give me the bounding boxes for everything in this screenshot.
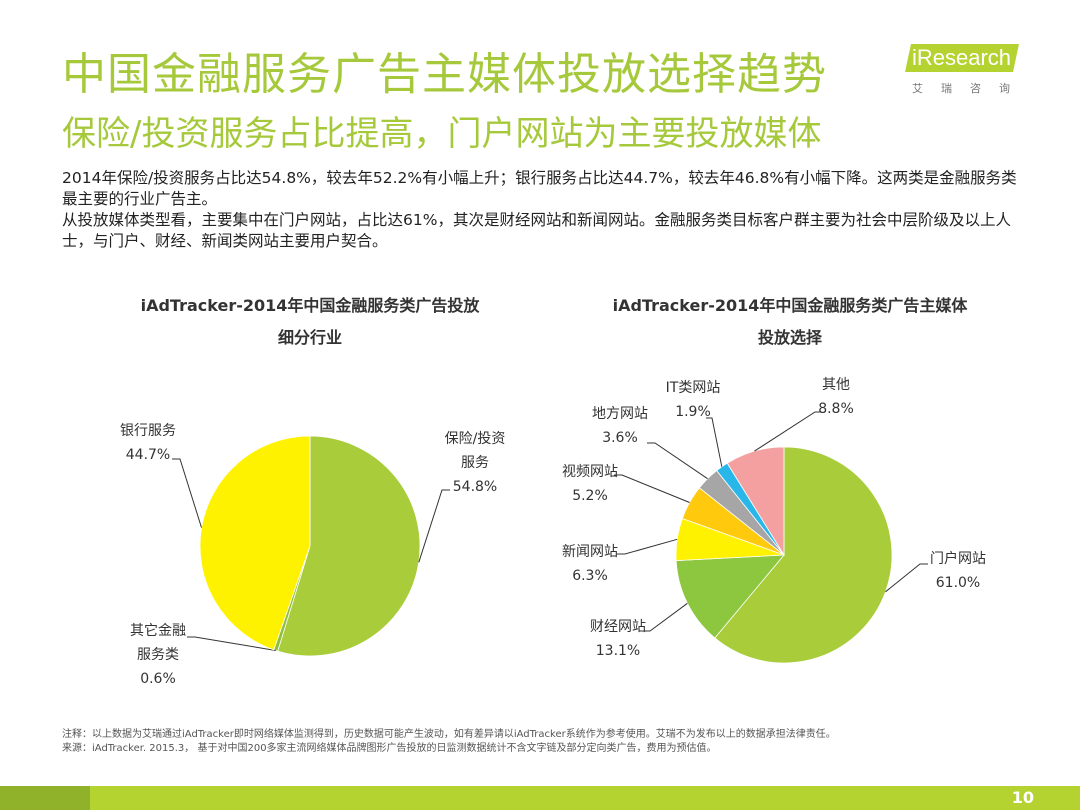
bottom-bar-accent [0,786,90,810]
pie1-label-2: 银行服务 [120,423,176,439]
pie2-label-5: IT类网站 [666,380,721,396]
pie2-value-0: 61.0% [936,575,980,591]
chart1-title-line1: iAdTracker-2014年中国金融服务类广告投放 [140,296,480,315]
pie2-value-4: 3.6% [602,430,638,446]
pie2-slice-1 [675,554,785,639]
pie2-label-0: 门户网站 [930,550,986,567]
pie2-leader-2 [617,538,678,555]
pie2-label-2: 新闻网站 [562,544,618,560]
footnote: 注释：以上数据为艾瑞通过iAdTracker即时网络媒体监测得到，历史数据可能产… [62,728,836,756]
footnote-source: 来源：iAdTracker. 2015.3， 基于对中国200多家主流网络媒体品… [62,743,717,754]
pie2-leader-4 [647,442,708,480]
chart2-title: iAdTracker-2014年中国金融服务类广告主媒体 投放选择 [560,290,1020,354]
pie1-value-2: 44.7% [126,447,170,463]
intro-text: 2014年保险/投资服务占比达54.8%，较去年52.2%有小幅上升；银行服务占… [62,168,1032,252]
pie2-leader-0 [885,563,928,593]
pie2-value-3: 5.2% [572,488,608,504]
page-number: 10 [1011,788,1034,807]
pie2-value-2: 6.3% [572,568,608,584]
pie2-value-5: 1.9% [675,404,711,420]
logo-subtitle: 艾瑞咨询 [912,82,1028,95]
chart1-title: iAdTracker-2014年中国金融服务类广告投放 细分行业 [90,290,530,354]
chart2-title-line2: 投放选择 [757,328,822,347]
pie2-leader-1 [642,602,688,632]
pie1-label-1: 其它金融 [130,622,186,639]
pie1-leader-0 [418,489,450,563]
pie2-label-1: 财经网站 [590,619,646,635]
pie2-slice-6 [726,446,785,557]
chart2-title-line1: iAdTracker-2014年中国金融服务类广告主媒体 [612,296,968,315]
page-subtitle: 保险/投资服务占比提高，门户网站为主要投放媒体 [62,114,822,154]
chart1-title-line2: 细分行业 [277,328,342,347]
pie2-label-4: 地方网站 [592,406,648,422]
pie1-slice-2 [199,435,311,651]
bottom-bar [0,786,1080,810]
pie1-label-0: 保险/投资 [445,431,506,447]
pie2-value-6: 8.8% [818,401,854,417]
pie2-label-3: 视频网站 [562,464,618,480]
pie1-leader-2 [172,458,202,528]
pie2-label-6: 其他 [822,377,850,393]
pie2-leader-6 [754,411,821,452]
page-title: 中国金融服务广告主媒体投放选择趋势 [62,49,827,100]
pie2-leader-5 [706,417,723,467]
pie1-value-1: 0.6% [140,671,176,687]
pie2-value-1: 13.1% [596,643,640,659]
iresearch-logo: iResearch 艾瑞咨询 [905,44,1020,96]
pie1-leader-1 [187,636,276,651]
intro-line-2: 从投放媒体类型看，主要集中在门户网站，占比达61%，其次是财经网站和新闻网站。金… [62,211,1011,250]
pie1-label-0-line2: 服务 [461,455,489,471]
pie1-slice-0 [277,435,421,657]
pie1-label-1-line2: 服务类 [137,647,179,663]
pie-chart-media: 门户网站 61.0% 财经网站 13.1% 新闻网站 6.3% 视频网站 5.2% 地方网站 3.… [562,377,986,664]
footnote-note: 注释：以上数据为艾瑞通过iAdTracker即时网络媒体监测得到，历史数据可能产… [62,729,836,740]
logo-brand: iResearch [912,45,1012,70]
intro-line-1: 2014年保险/投资服务占比达54.8%，较去年52.2%有小幅上升；银行服务占… [62,169,1017,208]
pie1-value-0: 54.8% [453,479,497,495]
pie2-leader-3 [614,474,690,503]
